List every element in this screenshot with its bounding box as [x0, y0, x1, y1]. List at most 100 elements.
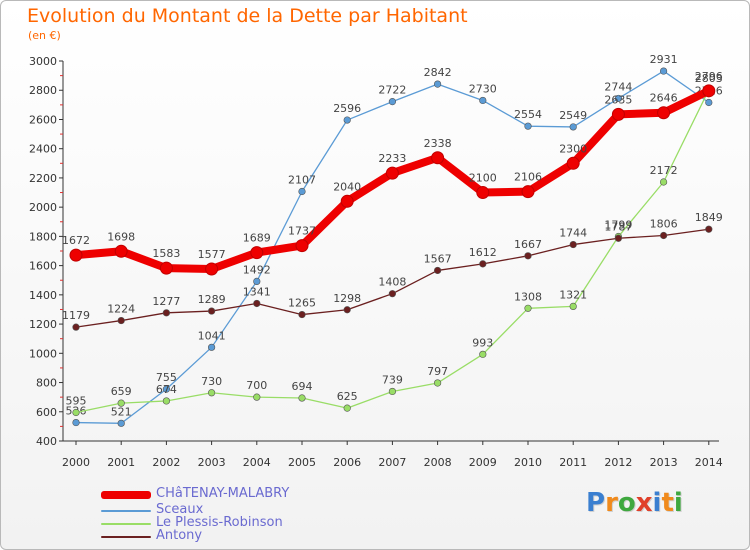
data-point-antony — [208, 307, 216, 315]
y-tick-label: 1000 — [29, 347, 57, 360]
data-point-sceaux — [343, 116, 351, 124]
x-tick-label: 2005 — [288, 456, 316, 469]
data-point-le-plessis-robinson — [208, 389, 216, 397]
data-point-le-plessis-robinson — [298, 394, 306, 402]
data-label-sceaux: 2107 — [288, 174, 316, 187]
data-point-le-plessis-robinson — [524, 304, 532, 312]
data-label-ch-tenay-malabry: 2635 — [604, 93, 632, 106]
logo-letter: i — [652, 488, 662, 518]
logo-letter: x — [635, 488, 653, 518]
data-point-le-plessis-robinson — [659, 178, 668, 186]
data-label-antony: 1806 — [650, 218, 678, 231]
data-point-sceaux — [117, 419, 125, 427]
data-point-antony — [434, 266, 442, 275]
y-tick-label: 1200 — [29, 318, 57, 331]
data-point-ch-tenay-malabry — [385, 166, 399, 180]
data-point-antony — [72, 323, 80, 331]
data-label-ch-tenay-malabry: 2040 — [333, 180, 361, 193]
data-point-le-plessis-robinson — [569, 302, 577, 310]
data-label-antony: 1277 — [152, 295, 180, 308]
data-point-ch-tenay-malabry — [611, 107, 625, 121]
data-label-sceaux: 2730 — [469, 82, 497, 95]
x-tick-label: 2001 — [107, 456, 135, 469]
data-point-sceaux — [614, 94, 623, 103]
data-point-le-plessis-robinson — [343, 404, 351, 412]
data-label-le-plessis-robinson: 797 — [427, 365, 448, 378]
chart-subtitle: (en €) — [28, 29, 61, 42]
x-tick-label: 2007 — [378, 456, 406, 469]
data-point-sceaux — [162, 385, 170, 393]
data-point-sceaux — [434, 80, 442, 88]
data-point-ch-tenay-malabry — [476, 186, 490, 200]
data-label-antony: 1849 — [695, 211, 723, 224]
x-tick-label: 2004 — [243, 456, 271, 469]
data-label-ch-tenay-malabry: 2106 — [514, 171, 542, 184]
legend-label: Le Plessis-Robinson — [156, 515, 283, 530]
data-label-sceaux: 2549 — [559, 109, 587, 122]
data-point-ch-tenay-malabry — [521, 185, 535, 199]
data-label-antony: 1667 — [514, 238, 542, 251]
data-label-sceaux: 2596 — [333, 102, 361, 115]
data-label-ch-tenay-malabry: 2300 — [559, 142, 587, 155]
data-label-ch-tenay-malabry: 1737 — [288, 225, 316, 238]
data-label-le-plessis-robinson: 2172 — [650, 164, 678, 177]
data-point-le-plessis-robinson — [253, 393, 261, 401]
data-point-antony — [388, 290, 397, 298]
y-tick-label: 3000 — [29, 55, 57, 68]
data-point-ch-tenay-malabry — [159, 261, 173, 275]
chart-title: Evolution du Montant de la Dette par Hab… — [27, 5, 468, 27]
legend-label: CHâTENAY-MALABRY — [156, 486, 290, 501]
data-point-ch-tenay-malabry — [657, 106, 671, 120]
y-tick-label: 2000 — [29, 201, 57, 214]
y-tick-label: 2400 — [29, 143, 57, 156]
data-label-antony: 1408 — [378, 276, 406, 289]
data-point-sceaux — [705, 98, 713, 107]
data-label-le-plessis-robinson: 730 — [201, 375, 222, 388]
data-point-le-plessis-robinson — [388, 387, 397, 396]
y-tick-label: 2200 — [29, 172, 57, 185]
data-label-ch-tenay-malabry: 2100 — [469, 172, 497, 185]
data-point-sceaux — [524, 122, 532, 130]
legend-swatch — [101, 491, 151, 499]
data-point-antony — [479, 260, 487, 268]
x-tick-label: 2014 — [695, 456, 723, 469]
data-label-le-plessis-robinson: 1799 — [604, 219, 632, 232]
data-label-sceaux: 755 — [156, 371, 177, 384]
data-point-le-plessis-robinson — [117, 399, 125, 407]
y-tick-label: 1400 — [29, 289, 57, 302]
data-point-le-plessis-robinson — [72, 408, 80, 417]
data-point-ch-tenay-malabry — [431, 151, 445, 165]
data-point-antony — [614, 234, 623, 242]
data-label-sceaux: 1041 — [198, 329, 226, 342]
data-label-antony: 1341 — [243, 285, 271, 298]
data-label-antony: 1744 — [559, 227, 587, 240]
x-tick-label: 2013 — [650, 456, 678, 469]
data-label-le-plessis-robinson: 694 — [292, 380, 313, 393]
data-label-le-plessis-robinson: 993 — [472, 336, 493, 349]
data-point-antony — [705, 225, 713, 233]
data-point-ch-tenay-malabry — [566, 156, 580, 170]
proxiti-logo: Proxiti — [586, 488, 683, 518]
y-tick-label: 1600 — [29, 260, 57, 273]
data-label-ch-tenay-malabry: 1689 — [243, 232, 271, 245]
data-label-sceaux: 2554 — [514, 108, 542, 121]
data-label-antony: 1179 — [62, 309, 90, 322]
data-point-sceaux — [569, 123, 577, 131]
data-label-sceaux: 2722 — [378, 84, 406, 97]
x-tick-label: 2011 — [559, 456, 587, 469]
data-point-ch-tenay-malabry — [205, 262, 219, 276]
data-point-ch-tenay-malabry — [295, 239, 309, 253]
data-label-le-plessis-robinson: 2803 — [695, 72, 723, 85]
data-point-sceaux — [72, 418, 80, 427]
data-point-sceaux — [208, 343, 216, 351]
data-point-antony — [253, 299, 261, 308]
y-tick-label: 2800 — [29, 84, 57, 97]
data-label-ch-tenay-malabry: 2233 — [378, 152, 406, 165]
data-label-antony: 1567 — [424, 252, 452, 265]
legend-label: Sceaux — [156, 502, 204, 517]
data-label-le-plessis-robinson: 1321 — [559, 288, 587, 301]
y-tick-label: 400 — [36, 435, 57, 448]
data-point-ch-tenay-malabry — [114, 244, 128, 258]
